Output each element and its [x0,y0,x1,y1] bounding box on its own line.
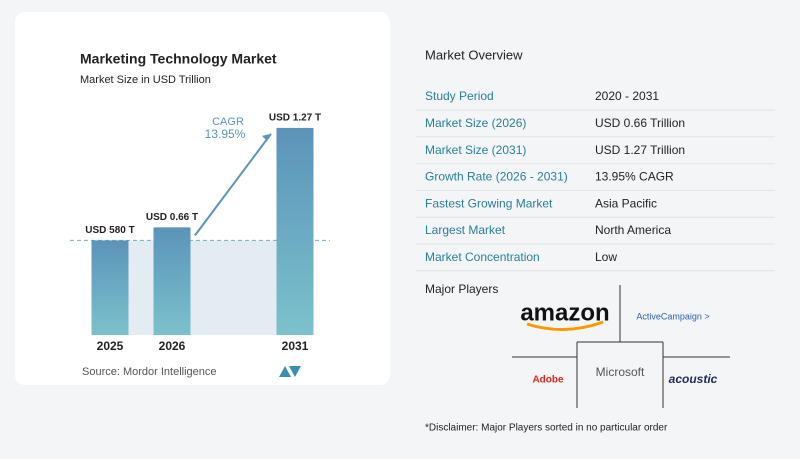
player-logo: amazon [520,299,609,326]
row-value: USD 0.66 Trillion [595,116,685,130]
player-logo: Adobe [532,375,564,386]
cagr-value: 13.95% [205,127,246,141]
row-label: Fastest Growing Market [425,196,553,210]
arrow-head [262,133,271,141]
row-label: Market Size (2031) [425,143,526,157]
overview-title: Market Overview [425,47,523,62]
player-logo: Microsoft [596,365,645,379]
x-tick-label: 2026 [159,339,186,353]
row-label: Study Period [425,89,494,103]
chart-title: Marketing Technology Market [80,51,277,67]
disclaimer: *Disclaimer: Major Players sorted in no … [425,423,668,434]
row-label: Largest Market [425,223,506,237]
row-value: USD 1.27 Trillion [595,143,685,157]
players-title: Major Players [425,282,498,296]
x-tick-label: 2025 [97,339,124,353]
logo [279,366,301,377]
row-value: Asia Pacific [595,196,657,210]
row-label: Market Concentration [425,250,540,264]
amazon-smile [526,320,604,332]
cagr-label: CAGR [212,116,244,128]
row-value: North America [595,223,671,237]
row-value: 13.95% CAGR [595,170,674,184]
data-label: USD 1.27 T [269,113,321,124]
x-tick-label: 2031 [282,339,309,353]
bar [153,227,191,335]
row-value: Low [595,250,617,264]
data-label: USD 0.66 T [146,212,198,223]
row-value: 2020 - 2031 [595,89,659,103]
player-logo: ActiveCampaign > [636,311,709,321]
cagr-arrow [194,133,272,236]
player-grid [512,285,730,408]
player-logo: acoustic [669,372,718,386]
baseline-area [92,240,313,335]
bar [276,127,314,336]
row-label: Market Size (2026) [425,116,526,130]
chart-subtitle: Market Size in USD Trillion [80,74,211,86]
bar [91,240,129,335]
source: Source: Mordor Intelligence [82,366,217,378]
row-label: Growth Rate (2026 - 2031) [425,170,568,184]
data-label: USD 580 T [85,225,134,236]
